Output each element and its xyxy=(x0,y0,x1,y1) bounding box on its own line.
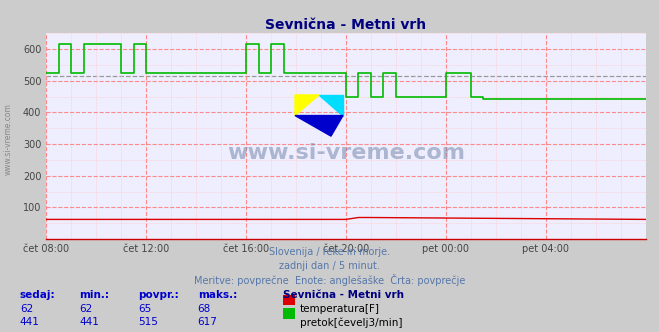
Polygon shape xyxy=(295,95,319,116)
Text: Meritve: povprečne  Enote: anglešaške  Črta: povprečje: Meritve: povprečne Enote: anglešaške Črt… xyxy=(194,274,465,286)
Title: Sevnična - Metni vrh: Sevnična - Metni vrh xyxy=(266,18,426,32)
Text: Sevnična - Metni vrh: Sevnična - Metni vrh xyxy=(283,290,405,300)
Text: Slovenija / reke in morje.: Slovenija / reke in morje. xyxy=(269,247,390,257)
Text: 441: 441 xyxy=(79,317,99,327)
Text: zadnji dan / 5 minut.: zadnji dan / 5 minut. xyxy=(279,261,380,271)
Text: 68: 68 xyxy=(198,304,211,314)
Text: 65: 65 xyxy=(138,304,152,314)
Text: 441: 441 xyxy=(20,317,40,327)
Text: www.si-vreme.com: www.si-vreme.com xyxy=(3,104,13,175)
Text: pretok[čevelj3/min]: pretok[čevelj3/min] xyxy=(300,317,403,328)
Text: maks.:: maks.: xyxy=(198,290,237,300)
Text: www.si-vreme.com: www.si-vreme.com xyxy=(227,142,465,163)
Text: povpr.:: povpr.: xyxy=(138,290,179,300)
Text: 515: 515 xyxy=(138,317,158,327)
Text: min.:: min.: xyxy=(79,290,109,300)
Polygon shape xyxy=(319,95,343,116)
Text: 62: 62 xyxy=(20,304,33,314)
Text: temperatura[F]: temperatura[F] xyxy=(300,304,380,314)
Text: 62: 62 xyxy=(79,304,92,314)
Text: 617: 617 xyxy=(198,317,217,327)
Text: sedaj:: sedaj: xyxy=(20,290,55,300)
Polygon shape xyxy=(295,116,343,136)
